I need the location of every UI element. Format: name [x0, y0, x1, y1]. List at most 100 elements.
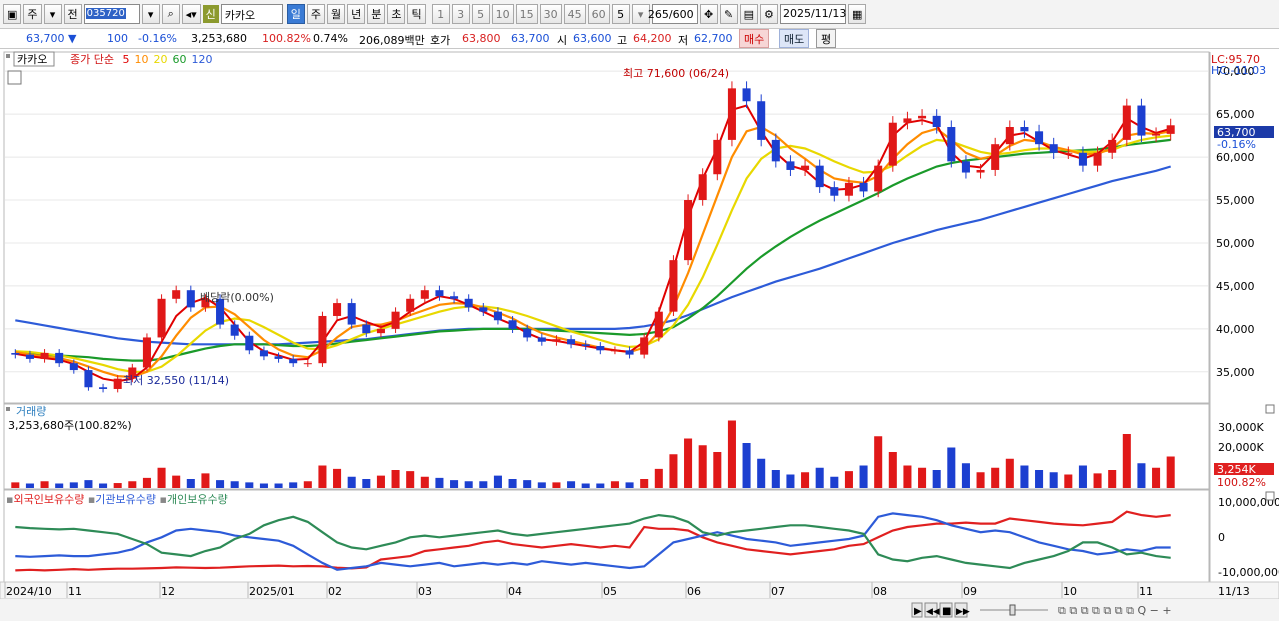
sell-button[interactable]: 매도	[779, 29, 810, 48]
x-axis-label-13: 11	[1139, 585, 1153, 598]
volume-bar-57	[844, 471, 853, 488]
candle-body-60	[888, 122, 897, 166]
interval-dropdown-icon[interactable]: ▾	[631, 4, 650, 24]
date-input[interactable]: 2025/11/13	[779, 4, 846, 24]
candle-body-36	[537, 337, 546, 342]
holding-close-icon[interactable]	[1265, 491, 1275, 501]
volume-bar-40	[596, 483, 605, 488]
holding-lines	[15, 510, 1171, 572]
candle-body-29	[435, 290, 444, 297]
zoom-slider-handle[interactable]	[1009, 604, 1016, 616]
code-dropdown-icon[interactable]: ▾	[141, 4, 160, 24]
chart-type-select[interactable]: 주	[23, 4, 42, 24]
volume-tag-text: 3,254K	[1217, 463, 1256, 476]
scroll-right-button[interactable]	[911, 602, 923, 618]
vol-axis-1: 30,000K	[1218, 421, 1264, 434]
volume-bar-56	[830, 476, 839, 488]
candle-body-61	[903, 118, 912, 123]
vol-axis-2: 20,000K	[1218, 441, 1264, 454]
rewind-button[interactable]	[924, 602, 938, 618]
volume-bar-16	[245, 482, 254, 488]
forward-button[interactable]	[954, 602, 968, 618]
candle-body-30	[450, 296, 459, 299]
sound-icon[interactable]: ◂▾	[181, 4, 201, 24]
ask-price: 63,800	[462, 32, 501, 45]
x-axis-label-6: 04	[508, 585, 522, 598]
interval-tab-5[interactable]: 5	[471, 4, 490, 24]
interval-tab-10[interactable]: 10	[491, 4, 514, 24]
price-change: 100	[107, 32, 128, 45]
candle-body-44	[654, 311, 663, 338]
period-tab-6[interactable]: 틱	[407, 4, 426, 24]
volume-bar-28	[420, 476, 429, 488]
candle-body-33	[493, 311, 502, 321]
period-tab-1[interactable]: 주	[306, 4, 325, 24]
date-axis: 2024/10 11 12 2025/01 02 03 04 05 06 07 08 09 10 11	[4, 582, 1153, 598]
calendar-icon[interactable]: ▦	[847, 4, 867, 24]
open-price: 63,600	[573, 32, 612, 45]
stock-name-field[interactable]: 카카오	[220, 4, 283, 24]
stock-code-input[interactable]: 035720	[83, 4, 140, 24]
volume-bar-63	[932, 470, 941, 488]
period-tab-3[interactable]: 년	[347, 4, 366, 24]
table-icon[interactable]	[7, 70, 22, 85]
volume-bar-60	[888, 452, 897, 488]
candle-body-24	[362, 324, 371, 334]
prev-button[interactable]: 전	[63, 4, 82, 24]
pause-button[interactable]	[939, 602, 953, 618]
interval-tab-30[interactable]: 30	[539, 4, 562, 24]
stock-chart[interactable]: 70,000 65,000 60,000 55,000 50,000 45,000 40,0…	[0, 50, 1279, 621]
candle-body-5	[84, 370, 93, 388]
volume-bar-25	[376, 475, 385, 488]
price-change-pct: -0.16%	[138, 32, 177, 45]
gear-icon[interactable]: ⚙	[759, 4, 778, 24]
period-tab-2[interactable]: 월	[326, 4, 346, 24]
interval-tabs: 1 3 5 10 15 30 45 60	[431, 4, 610, 24]
volume-bar-13	[201, 473, 210, 488]
volume-tag	[1214, 463, 1274, 475]
legend-marker	[6, 54, 10, 58]
volume-bar-30	[450, 480, 459, 488]
buy-button[interactable]: 매수	[739, 29, 770, 48]
candle-body-15	[230, 324, 239, 336]
volume-close-icon[interactable]	[1265, 404, 1275, 414]
interval-tab-60[interactable]: 60	[587, 4, 610, 24]
count-input[interactable]: 265/600	[648, 4, 698, 24]
volume-bar-2	[40, 481, 49, 488]
toolbar-icons[interactable]: ⧉ ⧉ ⧉ ⧉ ⧉ ⧉ ⧉ Q − +	[1058, 604, 1172, 617]
ex-dividend-note: 배당락(0.00%)	[200, 291, 274, 304]
candle-body-63	[932, 115, 941, 128]
draw-icon[interactable]: ✎	[719, 4, 738, 24]
volume-bar-62	[918, 467, 927, 488]
volume-bar-4	[69, 482, 78, 488]
volume-bar-67	[991, 467, 1000, 488]
volume-bar-17	[259, 483, 268, 488]
volume-bar-79	[1166, 456, 1175, 488]
interval-tab-45[interactable]: 45	[563, 4, 586, 24]
interval-tab-3[interactable]: 3	[451, 4, 470, 24]
legend-ma-60: 60	[172, 53, 186, 66]
interval-value[interactable]: 5	[611, 4, 630, 24]
candle-body-42	[625, 350, 634, 355]
interval-tab-1[interactable]: 1	[431, 4, 450, 24]
hold-axis-1: 10,000,000	[1218, 496, 1279, 509]
candle-body-77	[1137, 105, 1146, 136]
candle-body-57	[844, 182, 853, 196]
volume-bar-61	[903, 465, 912, 488]
volume-bar-11	[172, 475, 181, 488]
save-icon[interactable]: ▤	[739, 4, 758, 24]
candle-body-20	[303, 363, 312, 365]
legend-stock-box[interactable]	[13, 51, 55, 67]
search-icon[interactable]: ⌕	[161, 4, 180, 24]
interval-tab-15[interactable]: 15	[515, 4, 538, 24]
eval-button[interactable]: 평	[816, 29, 837, 48]
crosshair-icon[interactable]: ✥	[699, 4, 718, 24]
dropdown-icon[interactable]: ▾	[43, 4, 62, 24]
period-tab-5[interactable]: 초	[387, 4, 406, 24]
candle-body-70	[1035, 131, 1044, 145]
candle-body-69	[1020, 127, 1029, 132]
stop-icon: ■	[942, 606, 951, 617]
period-tab-0[interactable]: 일	[286, 4, 305, 24]
chart-icon[interactable]: ▣	[3, 4, 22, 24]
period-tab-4[interactable]: 분	[367, 4, 386, 24]
